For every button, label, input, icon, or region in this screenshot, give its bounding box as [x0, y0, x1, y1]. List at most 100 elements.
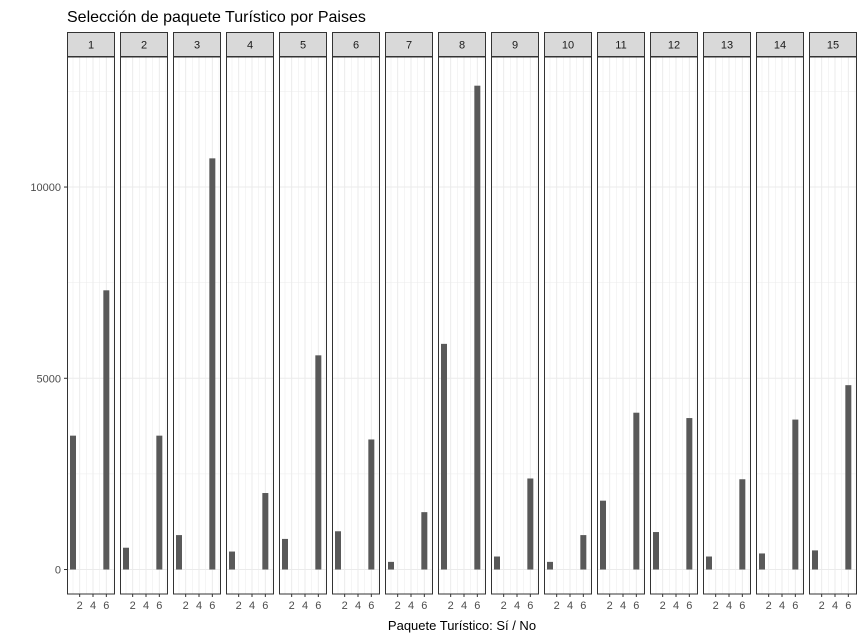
bar [845, 385, 852, 570]
x-tick-label: 4 [779, 600, 785, 612]
facet-strip [385, 32, 433, 57]
facet-strip-label: 13 [721, 40, 733, 52]
facet-strip-label: 5 [300, 40, 306, 52]
x-tick-label: 2 [448, 600, 454, 612]
bar [421, 512, 428, 570]
x-tick-label: 6 [527, 600, 533, 612]
x-tick-label: 6 [633, 600, 639, 612]
facet-strip [650, 32, 698, 57]
facet-strip-label: 1 [88, 40, 94, 52]
x-tick-label: 4 [620, 600, 626, 612]
facet-panel: 11 2 4 6 [597, 32, 645, 612]
x-tick-label: 2 [236, 600, 242, 612]
facet-panel: 3 2 4 6 [173, 32, 221, 612]
bar [653, 532, 659, 570]
bar [70, 435, 76, 570]
x-tick-label: 4 [90, 600, 96, 612]
bar [368, 439, 375, 570]
bar [209, 158, 216, 570]
bar [156, 435, 163, 570]
facet-strip [703, 32, 751, 57]
panel-background [544, 57, 592, 594]
facet-strip-label: 4 [247, 40, 253, 52]
x-tick-label: 6 [262, 600, 268, 612]
x-tick-label: 4 [461, 600, 467, 612]
facet-panel: 62 4 6 [332, 32, 380, 612]
x-tick-label: 4 [832, 600, 838, 612]
x-tick-label: 2 [501, 600, 507, 612]
y-axis: 0 5000 10000 [30, 182, 67, 577]
x-tick-label: 4 [143, 600, 149, 612]
x-tick-label: 2 [342, 600, 348, 612]
bar [441, 343, 447, 570]
x-tick-label: 2 [395, 600, 401, 612]
x-tick-label: 6 [580, 600, 586, 612]
facet-panel: 9 2 4 6 [491, 32, 539, 612]
facet-strip [756, 32, 804, 57]
x-tick-label: 6 [209, 600, 215, 612]
x-tick-label: 2 [289, 600, 295, 612]
bar [176, 535, 182, 570]
facet-strip-label: 3 [194, 40, 200, 52]
x-tick-label: 2 [130, 600, 136, 612]
x-tick-label: 2 [554, 600, 560, 612]
bar [123, 547, 129, 570]
bar [633, 412, 640, 570]
x-tick-label: 2 [607, 600, 613, 612]
bar [706, 556, 712, 570]
facet-panel: 42 4 6 [226, 32, 274, 612]
x-tick-label: 6 [103, 600, 109, 612]
x-tick-label: 4 [355, 600, 361, 612]
facet-panel: 5 2 4 6 [279, 32, 327, 612]
bar [580, 535, 587, 570]
facet-strip [438, 32, 486, 57]
bar [739, 479, 746, 570]
x-tick-label: 6 [845, 600, 851, 612]
x-tick-label: 2 [766, 600, 772, 612]
x-tick-label: 6 [156, 600, 162, 612]
bar [759, 553, 765, 570]
y-tick-label: 5000 [37, 373, 61, 385]
facet-strip [226, 32, 274, 57]
facet-strip [332, 32, 380, 57]
bar [792, 419, 799, 570]
x-tick-label: 6 [739, 600, 745, 612]
bar [282, 538, 288, 570]
x-tick-label: 4 [249, 600, 255, 612]
x-tick-label: 4 [567, 600, 573, 612]
facet-strip-label: 14 [774, 40, 786, 52]
facet-strip [173, 32, 221, 57]
facet-strip-label: 10 [562, 40, 574, 52]
facet-strip [544, 32, 592, 57]
x-tick-label: 6 [792, 600, 798, 612]
bar [335, 531, 341, 570]
bar [474, 85, 481, 570]
facet-strip-label: 8 [459, 40, 465, 52]
x-tick-label: 4 [726, 600, 732, 612]
bar [812, 550, 818, 570]
x-tick-label: 4 [673, 600, 679, 612]
y-tick-label: 10000 [30, 182, 61, 194]
facet-strip-label: 9 [512, 40, 518, 52]
x-tick-label: 6 [368, 600, 374, 612]
facet-panel: 14 2 4 6 [756, 32, 804, 612]
facet-panel: 1 2 4 6 [67, 32, 115, 612]
x-tick-label: 4 [408, 600, 414, 612]
facet-strip [597, 32, 645, 57]
chart-title: Selección de paquete Turístico por Paise… [67, 9, 366, 26]
y-tick-label: 0 [55, 565, 61, 577]
x-tick-label: 6 [686, 600, 692, 612]
x-tick-label: 4 [514, 600, 520, 612]
bar [388, 561, 394, 570]
bar [494, 556, 500, 570]
bar [103, 290, 110, 570]
bar [229, 551, 235, 570]
facet-panel: 7 2 4 6 [385, 32, 433, 612]
x-tick-label: 2 [713, 600, 719, 612]
bar [686, 418, 693, 570]
facet-strip-label: 11 [615, 40, 626, 52]
facet-strip-label: 12 [668, 40, 680, 52]
x-tick-label: 2 [660, 600, 666, 612]
bar [527, 478, 534, 570]
facet-strip-label: 7 [406, 40, 412, 52]
